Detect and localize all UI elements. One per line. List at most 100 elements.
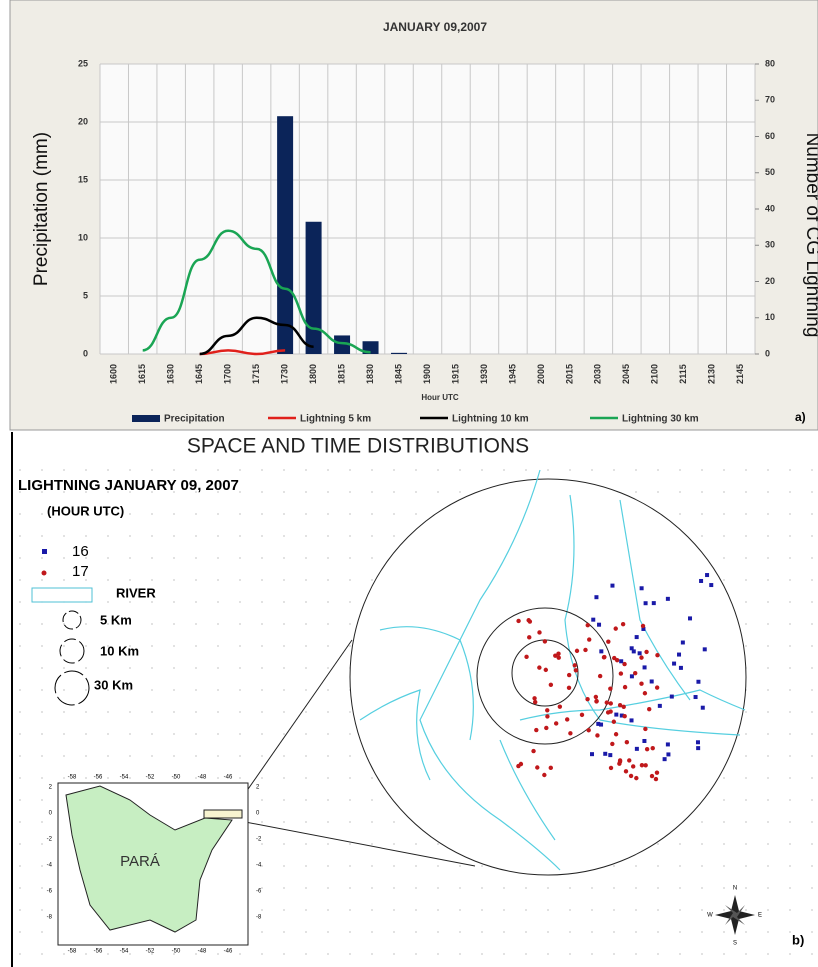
y2-tick-label: 70 (765, 95, 775, 105)
grid-dot (701, 909, 703, 911)
legend-label: 5 Km (100, 612, 132, 627)
strike-17 (611, 719, 617, 724)
grid-dot (789, 909, 791, 911)
grid-dot (415, 513, 417, 515)
grid-dot (261, 645, 263, 647)
grid-dot (811, 865, 813, 867)
strike-17 (568, 731, 573, 736)
grid-dot (261, 579, 263, 581)
grid-dot (393, 887, 395, 889)
grid-dot (657, 887, 659, 889)
grid-dot (85, 491, 87, 493)
grid-dot (811, 579, 813, 581)
inset-y-tick: 0 (256, 811, 260, 817)
strike-16 (599, 722, 604, 727)
grid-dot (393, 469, 395, 471)
grid-dot (305, 953, 307, 955)
grid-dot (569, 887, 571, 889)
grid-dot (811, 645, 813, 647)
grid-dot (745, 557, 747, 559)
grid-dot (723, 821, 725, 823)
x-tick-label: 1915 (450, 364, 460, 384)
y2-tick-label: 10 (765, 312, 775, 322)
inset-y-tick: -4 (47, 863, 53, 869)
grid-dot (789, 821, 791, 823)
strike-17 (524, 654, 529, 660)
grid-dot (283, 513, 285, 515)
grid-dot (239, 513, 241, 515)
strike-17 (622, 684, 628, 690)
grid-dot (85, 645, 87, 647)
grid-dot (437, 931, 439, 933)
grid-dot (349, 645, 351, 647)
grid-dot (305, 667, 307, 669)
strike-17 (653, 776, 659, 782)
grid-dot (261, 513, 263, 515)
grid-dot (261, 623, 263, 625)
grid-dot (767, 953, 769, 955)
grid-dot (63, 645, 65, 647)
grid-dot (85, 513, 87, 515)
strike-16 (631, 649, 636, 654)
x-tick-label: 1900 (422, 364, 432, 384)
grid-dot (151, 777, 153, 779)
grid-dot (283, 733, 285, 735)
grid-dot (85, 777, 87, 779)
grid-dot (371, 469, 373, 471)
y2-tick-label: 0 (765, 348, 770, 358)
grid-dot (613, 469, 615, 471)
grid-dot (745, 777, 747, 779)
y2-tick-label: 40 (765, 203, 775, 213)
grid-dot (327, 601, 329, 603)
grid-dot (525, 469, 527, 471)
grid-dot (151, 953, 153, 955)
grid-dot (679, 931, 681, 933)
grid-dot (327, 777, 329, 779)
grid-dot (789, 887, 791, 889)
strike-17 (595, 733, 600, 738)
grid-dot (283, 667, 285, 669)
grid-dot (261, 755, 263, 757)
grid-dot (437, 909, 439, 911)
grid-dot (173, 689, 175, 691)
grid-dot (745, 601, 747, 603)
inset-locator (203, 809, 243, 819)
inset-y-tick: -2 (47, 837, 53, 843)
grid-dot (811, 535, 813, 537)
strike-16 (629, 674, 634, 679)
grid-dot (349, 865, 351, 867)
strike-16 (641, 626, 646, 631)
grid-dot (261, 909, 263, 911)
inset-y-tick: 0 (49, 811, 53, 817)
grid-dot (613, 865, 615, 867)
grid-dot (723, 535, 725, 537)
grid-dot (349, 909, 351, 911)
grid-dot (371, 491, 373, 493)
grid-dot (305, 909, 307, 911)
grid-dot (217, 953, 219, 955)
grid-dot (789, 711, 791, 713)
grid-dot (195, 557, 197, 559)
grid-dot (701, 535, 703, 537)
inset-y-tick: 2 (49, 785, 53, 791)
strike-17 (654, 685, 660, 690)
grid-dot (415, 953, 417, 955)
region-label: PARÁ (120, 853, 160, 870)
grid-dot (63, 491, 65, 493)
grid-dot (591, 953, 593, 955)
grid-dot (41, 689, 43, 691)
grid-dot (107, 755, 109, 757)
grid-dot (173, 579, 175, 581)
grid-dot (349, 843, 351, 845)
grid-dot (41, 623, 43, 625)
grid-dot (745, 953, 747, 955)
grid-dot (239, 953, 241, 955)
strike-16 (599, 649, 604, 654)
bar (391, 352, 408, 354)
grid-dot (239, 491, 241, 493)
grid-dot (767, 843, 769, 845)
grid-dot (19, 513, 21, 515)
grid-dot (19, 645, 21, 647)
grid-dot (437, 469, 439, 471)
grid-dot (173, 535, 175, 537)
